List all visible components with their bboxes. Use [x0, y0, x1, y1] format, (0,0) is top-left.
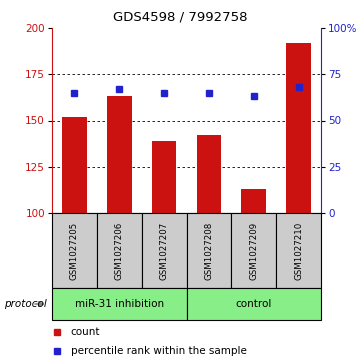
Bar	[276, 213, 321, 288]
Text: GDS4598 / 7992758: GDS4598 / 7992758	[113, 11, 248, 24]
Text: GSM1027205: GSM1027205	[70, 221, 79, 280]
Bar	[97, 213, 142, 288]
Bar	[52, 288, 187, 320]
Text: GSM1027206: GSM1027206	[115, 221, 124, 280]
Bar	[142, 213, 187, 288]
Text: miR-31 inhibition: miR-31 inhibition	[75, 299, 164, 309]
Bar	[107, 97, 131, 213]
Text: GSM1027207: GSM1027207	[160, 221, 169, 280]
Text: count: count	[71, 327, 100, 337]
Bar	[242, 189, 266, 213]
Bar	[286, 43, 311, 213]
Text: GSM1027208: GSM1027208	[204, 221, 213, 280]
Text: protocol: protocol	[4, 299, 46, 309]
Text: GSM1027209: GSM1027209	[249, 221, 258, 280]
Bar	[62, 117, 87, 213]
Bar	[52, 213, 97, 288]
Bar	[152, 141, 177, 213]
Bar	[187, 288, 321, 320]
Bar	[197, 135, 221, 213]
Bar	[231, 213, 276, 288]
Text: GSM1027210: GSM1027210	[294, 221, 303, 280]
Text: control: control	[236, 299, 272, 309]
Text: percentile rank within the sample: percentile rank within the sample	[71, 346, 247, 356]
Bar	[187, 213, 231, 288]
